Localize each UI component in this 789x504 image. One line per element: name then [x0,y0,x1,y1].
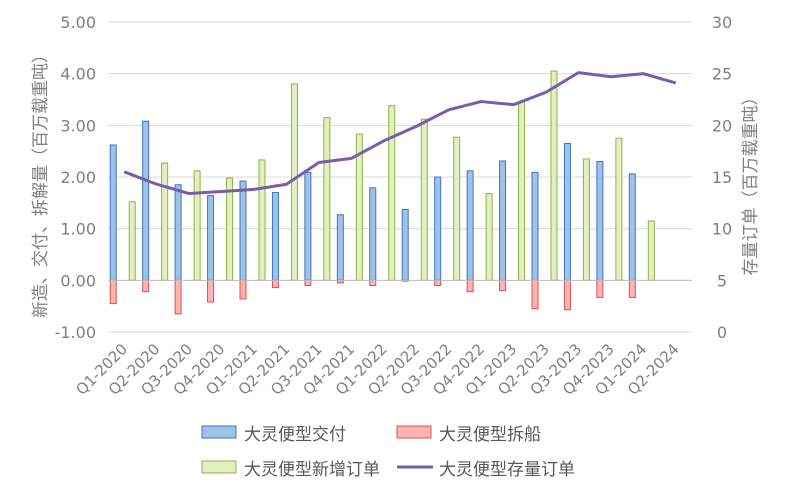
bar-new-order [290,83,298,281]
y-left-tick-label: 2.00 [60,168,96,187]
bar-demolition [596,279,604,298]
y-right-tick-label: 30 [712,13,732,32]
bar-demolition [531,279,539,310]
bar-new-order [323,117,331,281]
y-axis-right-title: 存量订单（百万载重吨） [741,89,761,276]
bar-new-order [550,70,558,281]
legend-demolition-label: 大灵便型拆船 [439,425,541,445]
bar-demolition [109,279,117,305]
legend-delivery-swatch [201,425,237,439]
y-right-tick-label: 10 [712,220,732,239]
bar-demolition [466,279,474,293]
bar-delivery [466,170,474,281]
bar-delivery [401,209,409,281]
bar-delivery [142,120,150,281]
bar-delivery [109,144,117,281]
y-right-tick-label: 15 [712,168,732,187]
bar-demolition [271,279,279,289]
legend-new-order-label: 大灵便型新增订单 [244,460,380,480]
bar-new-order [388,105,396,281]
bar-series-layer [109,70,655,315]
bar-demolition [563,279,571,311]
y-left-tick-label: 1.00 [60,220,96,239]
bar-new-order [258,159,266,281]
bar-delivery [628,173,636,281]
bar-new-order [193,170,201,281]
bar-delivery [369,187,377,281]
bar-new-order [161,162,169,281]
y-right-tick-label: 0 [717,323,727,342]
y-right-tick-label: 20 [712,116,732,135]
bar-delivery [271,192,279,281]
bar-demolition [142,279,150,293]
bar-new-order [518,101,526,281]
bar-delivery [336,214,344,281]
bar-delivery [434,176,442,281]
line-series-layer [123,71,677,196]
bar-new-order [615,137,623,281]
bar-demolition [239,279,247,300]
bar-demolition [369,279,377,287]
legend-delivery-label: 大灵便型交付 [244,425,346,445]
bar-new-order [226,177,234,281]
y-left-tick-label: 5.00 [60,13,96,32]
y-left-tick-label: 4.00 [60,65,96,84]
y-right-tick-label: 25 [712,65,732,84]
bar-demolition [174,279,182,315]
y-left-tick-label: 0.00 [60,271,96,290]
legend-demolition-swatch [396,425,432,439]
bar-demolition [304,279,312,287]
bar-delivery [531,171,539,281]
bar-new-order [453,136,461,281]
bar-delivery [207,195,215,281]
y-left-tick-label: 3.00 [60,116,96,135]
bar-delivery [174,184,182,281]
bar-delivery [596,161,604,281]
bar-demolition [499,279,507,292]
bar-demolition [628,279,636,298]
y-left-tick-label: -1.00 [55,323,96,342]
bar-new-order [647,220,655,281]
y-axis-left-title: 新造、交付、拆解量（百万载重吨） [31,46,51,318]
legend-order-book-label: 大灵便型存量订单 [439,460,575,480]
bar-delivery [563,142,571,281]
bar-delivery [239,180,247,281]
bar-new-order [485,193,493,281]
legend-new-order-swatch [201,460,237,474]
line-order-book [123,71,677,196]
bar-demolition [207,279,215,303]
bar-new-order [582,158,590,281]
bar-delivery [304,171,312,281]
bar-delivery [499,160,507,281]
y-right-tick-label: 5 [717,271,727,290]
bar-new-order [128,201,136,281]
bar-demolition [434,279,442,287]
bar-new-order [420,118,428,281]
